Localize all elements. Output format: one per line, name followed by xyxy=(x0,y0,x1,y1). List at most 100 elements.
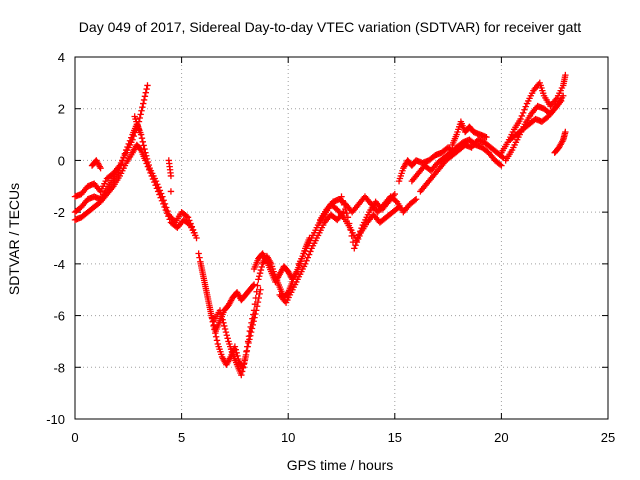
data-point xyxy=(117,161,125,168)
data-point xyxy=(224,335,231,342)
data-point xyxy=(137,111,144,118)
grid-lines xyxy=(75,57,608,419)
data-point xyxy=(160,200,167,208)
data-point xyxy=(522,103,529,110)
data-point xyxy=(167,188,175,195)
data-point xyxy=(498,162,505,169)
data-point xyxy=(238,371,245,379)
data-point xyxy=(165,213,172,220)
data-point xyxy=(303,257,310,264)
data-point xyxy=(250,307,258,314)
data-point xyxy=(196,254,203,261)
data-point xyxy=(395,203,403,211)
data-point xyxy=(163,209,171,217)
data-point xyxy=(140,142,147,149)
data-point xyxy=(200,273,207,280)
data-point xyxy=(560,92,567,99)
data-point xyxy=(521,106,528,113)
data-point xyxy=(356,232,363,240)
data-point xyxy=(239,364,247,372)
data-point xyxy=(241,357,248,364)
data-point xyxy=(151,178,158,186)
data-point xyxy=(238,368,246,375)
data-point xyxy=(348,232,355,240)
data-point xyxy=(167,172,175,180)
data-point xyxy=(305,251,313,258)
data-point xyxy=(139,103,146,111)
data-point xyxy=(219,316,226,323)
data-point xyxy=(122,146,130,154)
chart-title: Day 049 of 2017, Sidereal Day-to-day VTE… xyxy=(79,19,582,35)
data-point xyxy=(161,203,168,211)
data-point xyxy=(120,154,127,161)
x-tick-label: 5 xyxy=(178,430,185,445)
data-point xyxy=(338,193,345,200)
data-point xyxy=(204,293,211,301)
data-point xyxy=(302,260,309,268)
data-point xyxy=(195,250,202,257)
data-point xyxy=(148,172,155,180)
data-point xyxy=(339,197,346,204)
data-point xyxy=(144,163,152,170)
data-point xyxy=(220,319,227,327)
data-point xyxy=(211,326,218,333)
x-tick-label: 10 xyxy=(281,430,295,445)
data-point xyxy=(243,348,250,355)
data-point xyxy=(340,201,348,209)
data-point xyxy=(233,349,240,357)
data-point xyxy=(251,300,259,308)
data-point xyxy=(353,238,361,246)
data-point xyxy=(162,206,170,214)
data-point xyxy=(257,286,264,293)
data-point xyxy=(304,254,312,261)
data-point xyxy=(158,197,166,204)
data-point xyxy=(124,143,131,151)
data-point xyxy=(121,150,129,157)
y-tick-label: -4 xyxy=(53,257,65,272)
data-point xyxy=(166,216,173,223)
data-point xyxy=(518,112,526,120)
data-point xyxy=(221,322,228,330)
data-point xyxy=(154,188,162,195)
data-point xyxy=(342,205,349,213)
data-point xyxy=(499,153,506,161)
data-point xyxy=(128,134,135,141)
data-point xyxy=(221,325,229,333)
data-point xyxy=(496,161,504,168)
data-point xyxy=(136,114,144,122)
data-point xyxy=(257,266,265,274)
data-point xyxy=(252,294,259,302)
data-point xyxy=(345,220,353,227)
plot-frame xyxy=(74,56,609,420)
data-point xyxy=(412,196,420,203)
data-point xyxy=(197,260,204,268)
data-point xyxy=(258,263,265,271)
x-tick-label: 25 xyxy=(601,430,615,445)
data-point xyxy=(483,133,490,141)
data-point xyxy=(250,311,257,318)
x-tick-label: 0 xyxy=(71,430,78,445)
data-point xyxy=(244,343,251,350)
data-point xyxy=(212,329,219,337)
data-point xyxy=(351,245,358,252)
data-point xyxy=(157,194,164,201)
data-point xyxy=(354,235,362,243)
data-point xyxy=(143,160,150,167)
data-point xyxy=(245,333,253,340)
data-point xyxy=(242,353,249,361)
data-point xyxy=(97,164,104,172)
data-point xyxy=(143,85,150,93)
data-point xyxy=(185,220,193,228)
data-point xyxy=(223,332,230,339)
data-point xyxy=(141,93,149,100)
data-point xyxy=(126,137,134,144)
x-tick-label: 15 xyxy=(388,430,402,445)
data-point xyxy=(216,307,224,314)
data-point xyxy=(240,360,248,368)
data-point xyxy=(206,302,213,309)
data-point xyxy=(140,100,147,107)
data-point xyxy=(153,185,161,192)
data-point xyxy=(246,327,254,335)
data-point xyxy=(144,82,151,89)
